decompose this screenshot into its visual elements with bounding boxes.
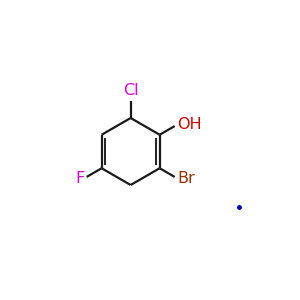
- Text: OH: OH: [177, 117, 202, 132]
- Text: F: F: [75, 171, 84, 186]
- Text: Cl: Cl: [123, 83, 139, 98]
- Text: Br: Br: [177, 171, 195, 186]
